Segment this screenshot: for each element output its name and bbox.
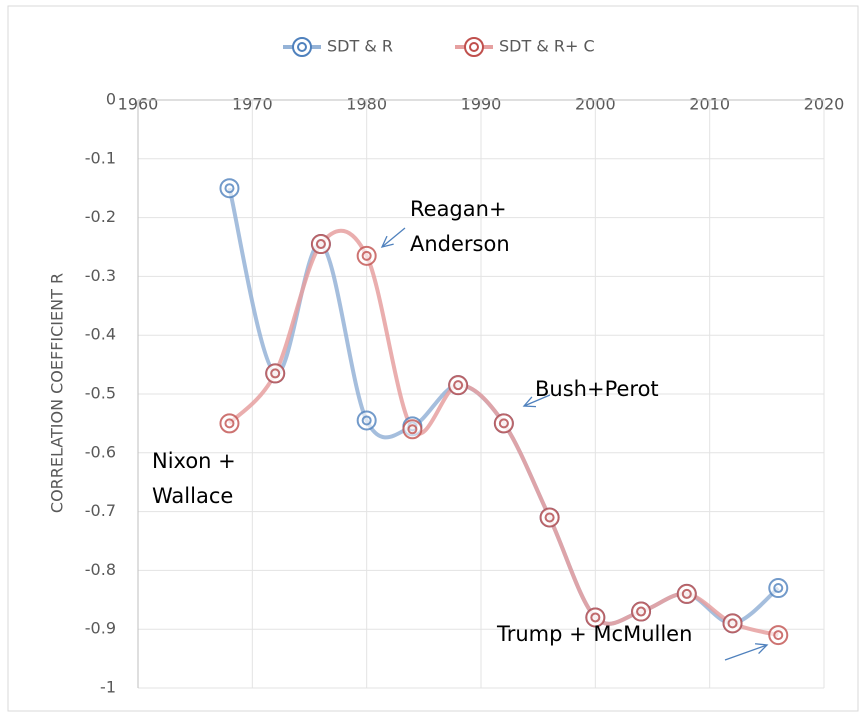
- y-tick-label: -0.5: [85, 384, 116, 403]
- marker-inner: [590, 612, 601, 623]
- annotation: Nixon +: [152, 449, 236, 473]
- y-tick-label: -0.1: [85, 148, 116, 167]
- marker-inner: [407, 424, 418, 435]
- legend-label: SDT & R: [327, 37, 393, 56]
- marker-inner: [773, 630, 784, 641]
- annotation: Wallace: [152, 484, 233, 508]
- marker: [219, 413, 240, 434]
- marker-inner: [681, 588, 692, 599]
- marker: [356, 245, 377, 266]
- x-tick-label: 2010: [689, 95, 730, 114]
- marker-inner: [453, 380, 464, 391]
- x-tick-label: 2000: [575, 95, 616, 114]
- marker-inner: [361, 415, 372, 426]
- marker: [356, 410, 377, 431]
- legend-marker-inner: [469, 42, 479, 52]
- x-tick-label: 1980: [346, 95, 387, 114]
- marker: [493, 413, 514, 434]
- chart-frame: [7, 5, 859, 712]
- marker: [676, 583, 697, 604]
- marker: [585, 607, 606, 628]
- marker: [265, 363, 286, 384]
- annotation-arrow: [724, 644, 768, 661]
- marker: [402, 419, 423, 440]
- marker-inner: [727, 618, 738, 629]
- marker-inner: [315, 239, 326, 250]
- y-tick-label: -0.2: [85, 207, 116, 226]
- marker: [310, 234, 331, 255]
- marker: [631, 601, 652, 622]
- marker-inner: [270, 368, 281, 379]
- marker: [722, 613, 743, 634]
- marker: [448, 375, 469, 396]
- y-tick-label: -0.7: [85, 501, 116, 520]
- annotation-arrow: [381, 227, 406, 248]
- marker-inner: [773, 583, 784, 594]
- legend-marker: [292, 37, 312, 57]
- y-tick-label: -0.4: [85, 325, 116, 344]
- marker: [768, 578, 789, 599]
- marker-inner: [636, 606, 647, 617]
- y-axis-label: CORRELATION COEFFICIENT R: [48, 273, 67, 513]
- marker-inner: [498, 418, 509, 429]
- legend-marker: [464, 37, 484, 57]
- x-tick-label: 2020: [804, 95, 845, 114]
- marker: [768, 625, 789, 646]
- annotation: Anderson: [410, 232, 510, 256]
- annotation-arrowhead: [522, 396, 537, 408]
- y-tick-label: -0.3: [85, 266, 116, 285]
- marker-inner: [224, 183, 235, 194]
- marker-inner: [361, 250, 372, 261]
- x-tick-label: 1970: [232, 95, 273, 114]
- annotation: Reagan+: [410, 197, 507, 221]
- x-tick-label: 1990: [461, 95, 502, 114]
- marker-inner: [544, 512, 555, 523]
- y-tick-label: -0.6: [85, 442, 116, 461]
- annotation: Bush+Perot: [535, 377, 659, 401]
- annotation-arrow: [523, 394, 551, 407]
- annotation: Trump + McMullen: [496, 622, 692, 646]
- legend-label: SDT & R+ C: [499, 37, 595, 56]
- y-tick-label: -0.9: [85, 619, 116, 638]
- y-tick-label: -0.8: [85, 560, 116, 579]
- marker-inner: [224, 418, 235, 429]
- annotation-arrowhead: [754, 643, 769, 655]
- annotation-arrowhead: [380, 235, 394, 248]
- y-tick-label: 0: [106, 90, 116, 109]
- legend-marker-inner: [297, 42, 307, 52]
- marker: [539, 507, 560, 528]
- y-tick-label: -1: [100, 678, 116, 697]
- marker: [219, 178, 240, 199]
